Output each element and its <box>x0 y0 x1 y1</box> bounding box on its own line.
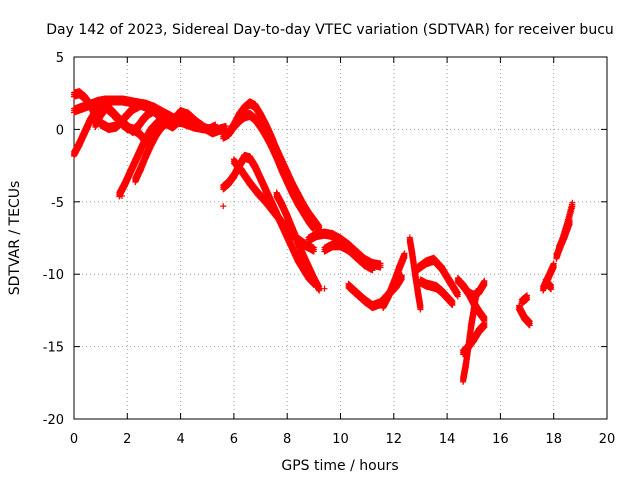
axis-ticks: 0 2 4 6 8 10 12 14 16 18 20 5 0 -5 -10 -15 -20 <box>43 51 616 447</box>
series-arc7 <box>166 107 229 138</box>
y-tick-label: 0 <box>56 123 64 138</box>
x-tick-label: 4 <box>176 432 184 447</box>
x-tick-label: 12 <box>386 432 403 447</box>
y-tick-label: -10 <box>43 268 64 283</box>
x-tick-label: 6 <box>230 432 238 447</box>
chart-title: Day 142 of 2023, Sidereal Day-to-day VTE… <box>46 22 614 38</box>
x-tick-label: 10 <box>332 432 349 447</box>
y-tick-label: -5 <box>51 196 64 211</box>
x-tick-label: 0 <box>70 432 78 447</box>
y-tick-label: 5 <box>56 51 64 66</box>
x-tick-label: 18 <box>545 432 562 447</box>
x-tick-label: 14 <box>439 432 456 447</box>
x-tick-label: 2 <box>123 432 131 447</box>
y-tick-label: -15 <box>43 341 64 356</box>
x-tick-label: 8 <box>283 432 291 447</box>
x-tick-label: 20 <box>599 432 616 447</box>
x-tick-label: 16 <box>492 432 509 447</box>
data-points <box>71 88 576 385</box>
y-tick-label: -20 <box>43 413 64 428</box>
series-arc10 <box>220 151 317 288</box>
